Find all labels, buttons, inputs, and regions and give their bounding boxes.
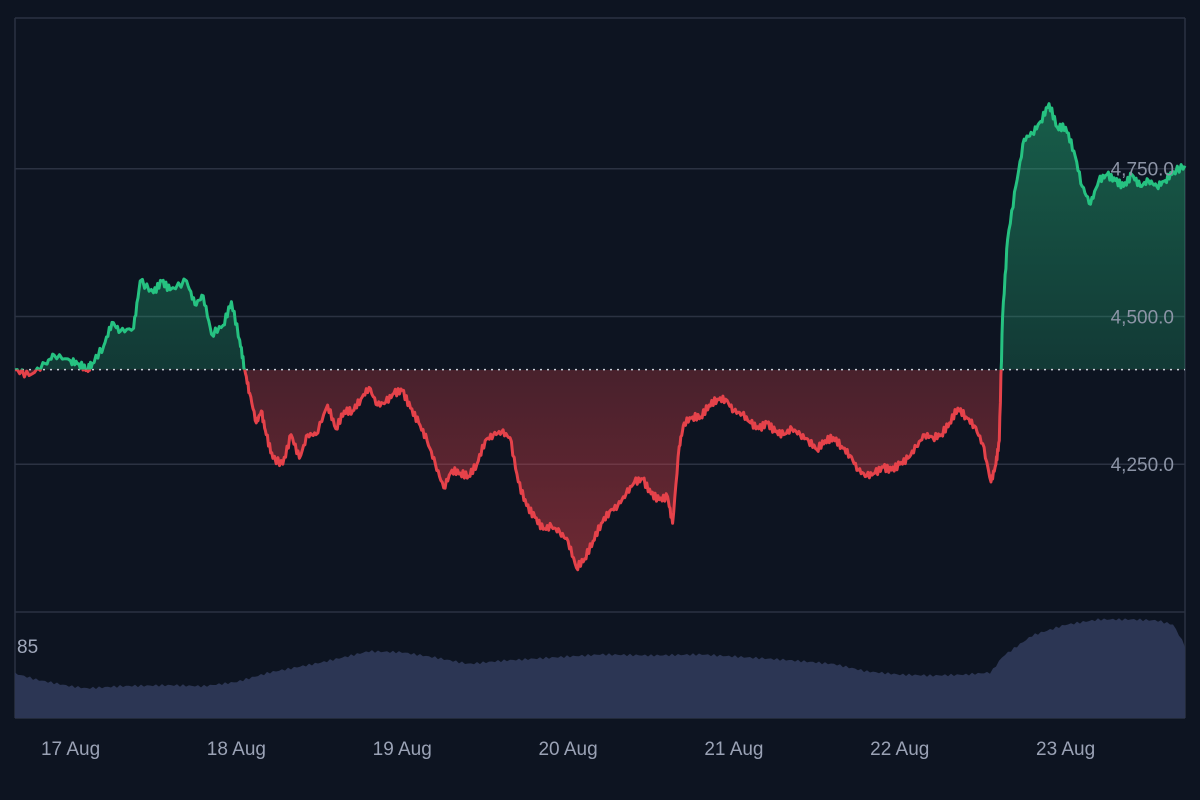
x-tick-label: 22 Aug [870,739,929,760]
x-tick-label: 20 Aug [538,739,597,760]
volume-area [15,618,1185,718]
x-tick-label: 23 Aug [1036,739,1095,760]
price-area-above [15,103,1185,370]
volume-histogram [15,618,1185,718]
price-lines [14,102,1187,572]
y-axis: 4,250.0 4,500.0 4,750.0 [1111,160,1174,477]
volume-max-label: 85 [17,637,38,658]
y-tick-label: 4,750.0 [1111,160,1174,181]
x-tick-label: 19 Aug [373,739,432,760]
y-tick-label: 4,250.0 [1111,455,1174,476]
price-areas [15,103,1185,570]
x-tick-label: 21 Aug [704,739,763,760]
price-area-below [15,369,1185,570]
price-line-below [14,369,1003,572]
x-tick-label: 18 Aug [207,739,266,760]
y-tick-label: 4,500.0 [1111,307,1174,328]
x-tick-label: 17 Aug [41,739,100,760]
x-axis: 17 Aug 18 Aug 19 Aug 20 Aug 21 Aug 22 Aug 23 A… [41,739,1095,760]
